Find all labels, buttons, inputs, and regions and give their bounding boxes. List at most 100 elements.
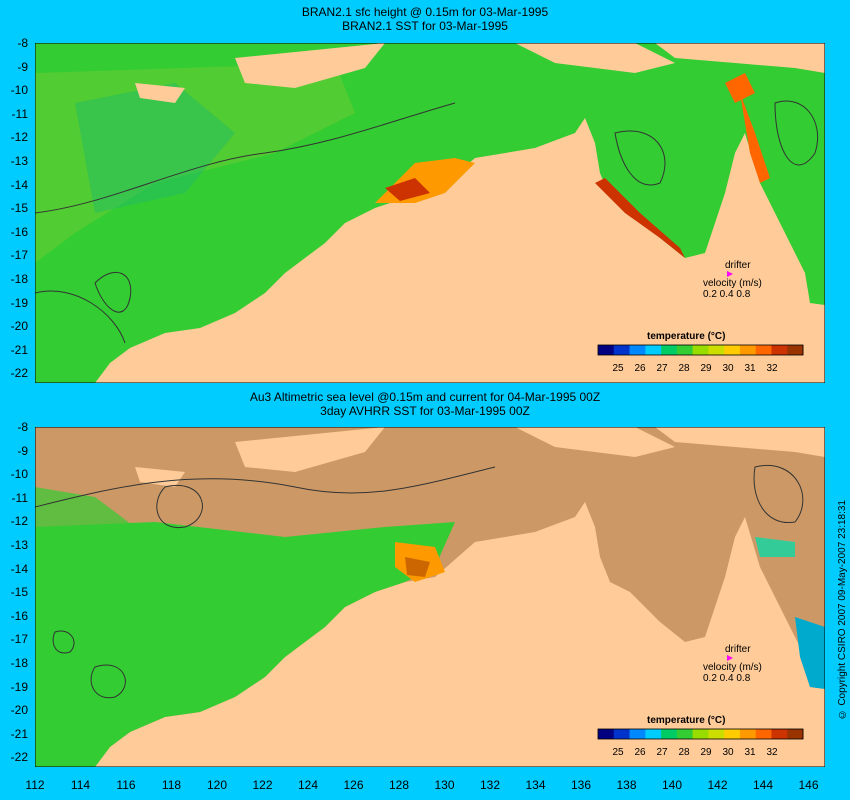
y-tick-label: -18	[10, 272, 28, 286]
y-tick-label: -12	[10, 514, 28, 529]
colorbar-swatch	[724, 729, 741, 739]
y-tick-label: -10	[10, 467, 28, 482]
x-tick-label: 126	[343, 778, 364, 792]
colorbar-tick: 26	[634, 363, 646, 374]
velocity-values: 0.2 0.4 0.8	[703, 289, 751, 300]
colorbar-swatch	[739, 345, 757, 355]
y-tick-label: -8	[17, 420, 28, 434]
y-tick-label: -17	[10, 632, 28, 647]
colorbar-swatch	[629, 345, 646, 355]
x-tick-label: 136	[570, 778, 592, 792]
velocity-values: 0.2 0.4 0.8	[703, 673, 751, 684]
y-tick-label: -16	[10, 224, 28, 239]
y-tick-label: -9	[17, 59, 28, 74]
x-tick-label: 132	[479, 778, 501, 792]
y-tick-label: -19	[10, 295, 28, 310]
colorbar-swatch	[645, 729, 662, 739]
y-tick-label: -14	[10, 177, 28, 192]
x-tick-label: 146	[798, 778, 819, 792]
colorbar-swatch	[771, 729, 788, 739]
panel1-title-line1: BRAN2.1 sfc height @ 0.15m for 03-Mar-19…	[301, 5, 549, 19]
x-tick-label: 144	[752, 778, 774, 792]
drifter-label: drifter	[725, 260, 751, 271]
y-tick-label: -16	[10, 608, 28, 623]
colorbar-swatch	[676, 345, 694, 355]
colorbar-swatch	[598, 345, 615, 355]
colorbar-tick: 27	[656, 747, 668, 758]
colorbar-swatch	[613, 345, 631, 355]
x-tick-label: 122	[252, 778, 273, 792]
colorbar-swatch	[787, 345, 804, 355]
x-tick-label: 118	[161, 778, 182, 792]
colorbar-tick: 28	[678, 747, 690, 758]
y-tick-label: -13	[10, 154, 28, 168]
colorbar-swatch	[787, 729, 804, 739]
x-tick-label: 124	[297, 778, 319, 792]
y-tick-label: -8	[17, 36, 28, 50]
x-tick-label: 138	[616, 778, 637, 792]
x-tick-label: 128	[388, 778, 410, 792]
x-tick-label: 116	[116, 778, 136, 792]
y-tick-label: -14	[10, 561, 28, 576]
x-tick-label: 114	[70, 778, 91, 792]
y-tick-label: -19	[10, 679, 28, 694]
colorbar-tick: 27	[656, 363, 668, 374]
y-tick-label: -17	[10, 248, 28, 263]
y-tick-label: -20	[10, 319, 28, 334]
y-tick-label: -12	[10, 130, 28, 145]
colorbar-swatch	[708, 345, 725, 355]
colorbar-frame	[597, 344, 804, 356]
copyright-note: © Copyright CSIRO 2007 09-May-2007 23:18…	[837, 500, 848, 720]
panel2-title-line2: 3day AVHRR SST for 03-Mar-1995 00Z	[320, 404, 530, 418]
y-tick-label: -21	[10, 726, 28, 741]
x-tick-label: 140	[661, 778, 683, 792]
colorbar-swatch	[724, 345, 741, 355]
x-tick-label: 120	[206, 778, 228, 792]
y-tick-label: -11	[11, 490, 28, 505]
colorbar-tick: 30	[722, 747, 734, 758]
drifter-label: drifter	[725, 644, 751, 655]
x-tick-label: 134	[525, 778, 546, 792]
colorbar-swatch	[692, 345, 709, 355]
x-tick-label: 112	[25, 778, 45, 792]
velocity-label: velocity (m/s)	[703, 662, 762, 673]
avhrr-sst-map: drifter velocity (m/s)0.2 0.4 0.8 temperat…	[35, 427, 825, 767]
colorbar-tick: 31	[744, 363, 756, 374]
panel1-title-line2: BRAN2.1 SST for 03-Mar-1995	[342, 19, 508, 33]
y-tick-label: -10	[10, 83, 28, 98]
colorbar-swatch	[771, 345, 788, 355]
y-tick-label: -22	[10, 366, 28, 381]
colorbar-tick: 26	[634, 747, 646, 758]
colorbar-swatch	[661, 729, 678, 739]
y-tick-label: -20	[10, 703, 28, 718]
x-tick-label: 142	[707, 778, 728, 792]
bran-sst-map: drifter velocity (m/s)0.2 0.4 0.8 temperat…	[35, 43, 825, 383]
y-tick-label: -15	[10, 585, 28, 600]
drifter-marker	[727, 655, 733, 661]
colorbar-swatch	[739, 729, 757, 739]
colorbar-swatch	[708, 729, 725, 739]
colorbar-title: temperature (°C)	[647, 715, 725, 726]
colorbar-tick: 25	[612, 747, 624, 758]
colorbar-swatch	[613, 729, 631, 739]
colorbar-swatch	[598, 729, 615, 739]
colorbar-swatch	[629, 729, 646, 739]
colorbar-swatch	[676, 729, 694, 739]
colorbar-title: temperature (°C)	[647, 331, 725, 342]
colorbar-tick: 29	[700, 747, 712, 758]
colorbar-swatch	[692, 729, 709, 739]
colorbar-tick: 28	[678, 363, 690, 374]
x-tick-label: 130	[434, 778, 455, 792]
colorbar-swatch	[755, 729, 772, 739]
y-tick-label: -13	[10, 538, 28, 552]
colorbar-tick: 32	[766, 363, 778, 374]
colorbar-tick: 25	[612, 363, 624, 374]
panel2-title-line1: Au3 Altimetric sea level @0.15m and curr…	[249, 390, 601, 404]
y-tick-label: -15	[10, 201, 28, 216]
colorbar-tick: 30	[722, 363, 734, 374]
y-tick-label: -9	[17, 443, 28, 458]
y-tick-label: -21	[10, 342, 28, 357]
y-tick-label: -11	[11, 106, 28, 121]
drifter-marker	[727, 271, 733, 277]
y-tick-label: -18	[10, 656, 28, 670]
